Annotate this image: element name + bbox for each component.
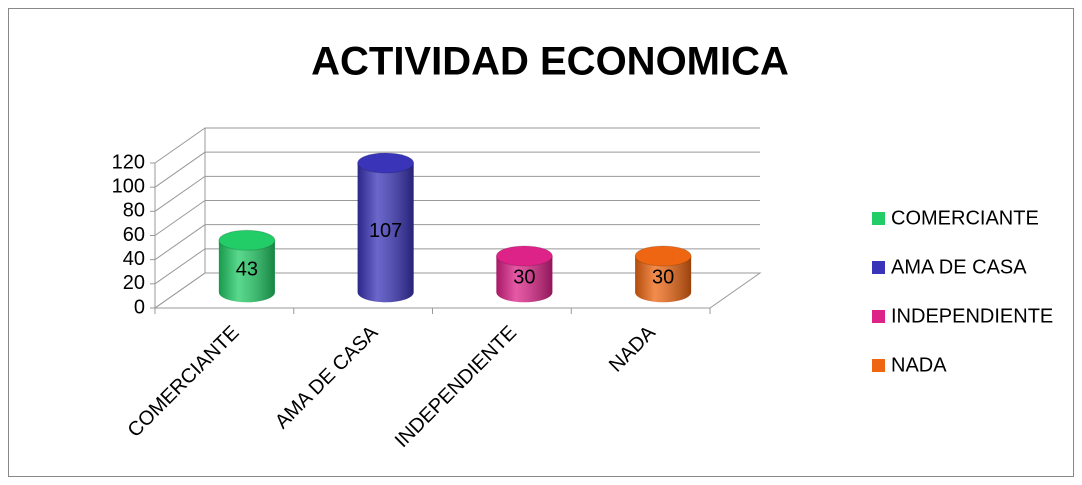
bar-top	[634, 245, 692, 267]
bar-shade	[357, 162, 414, 303]
y-tick-label: 20	[123, 272, 145, 294]
grid-line	[154, 248, 760, 285]
legend-label: NADA	[891, 354, 947, 376]
legend-label: AMA DE CASA	[891, 256, 1027, 278]
legend-swatch	[872, 359, 885, 372]
bar-top	[495, 245, 553, 267]
grid-line	[154, 151, 760, 188]
grid-line	[154, 175, 760, 212]
bar-shade	[635, 256, 692, 303]
bar	[495, 245, 553, 303]
data-label: 107	[369, 220, 402, 242]
bar-top	[218, 229, 276, 251]
bar	[634, 245, 692, 303]
bar	[357, 152, 415, 303]
grid-line	[154, 224, 760, 261]
bar-shade	[218, 240, 275, 303]
y-tick-label: 0	[134, 296, 145, 318]
y-tick-label: 40	[123, 248, 145, 270]
legend-label: COMERCIANTE	[891, 207, 1039, 229]
bar-shade	[496, 256, 553, 303]
legend-swatch	[872, 212, 885, 225]
data-label: 30	[513, 266, 535, 288]
legend-label: INDEPENDIENTE	[891, 305, 1053, 327]
grid-line	[154, 127, 760, 164]
y-tick-label: 60	[123, 224, 145, 246]
y-tick-label: 120	[112, 151, 145, 173]
bar	[218, 229, 276, 303]
chart-title: ACTIVIDAD ECONOMICA	[311, 40, 789, 84]
y-tick-label: 100	[112, 175, 145, 197]
legend-swatch	[872, 310, 885, 323]
bar-top	[357, 152, 415, 174]
data-label: 30	[652, 266, 674, 288]
grid-line	[154, 272, 760, 309]
data-label: 43	[236, 259, 258, 281]
chart-border	[8, 8, 1074, 477]
legend-swatch	[872, 261, 885, 274]
y-tick-label: 80	[123, 200, 145, 222]
grid-line	[154, 200, 760, 236]
